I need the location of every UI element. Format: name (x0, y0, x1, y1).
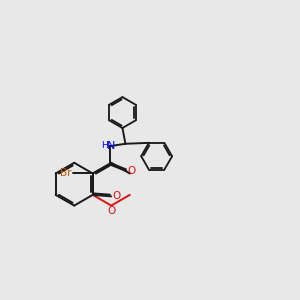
Text: Br: Br (60, 169, 72, 178)
Text: O: O (108, 206, 116, 216)
Text: H: H (101, 141, 107, 150)
Text: N: N (107, 140, 116, 151)
Text: O: O (128, 166, 136, 176)
Text: O: O (112, 191, 121, 201)
